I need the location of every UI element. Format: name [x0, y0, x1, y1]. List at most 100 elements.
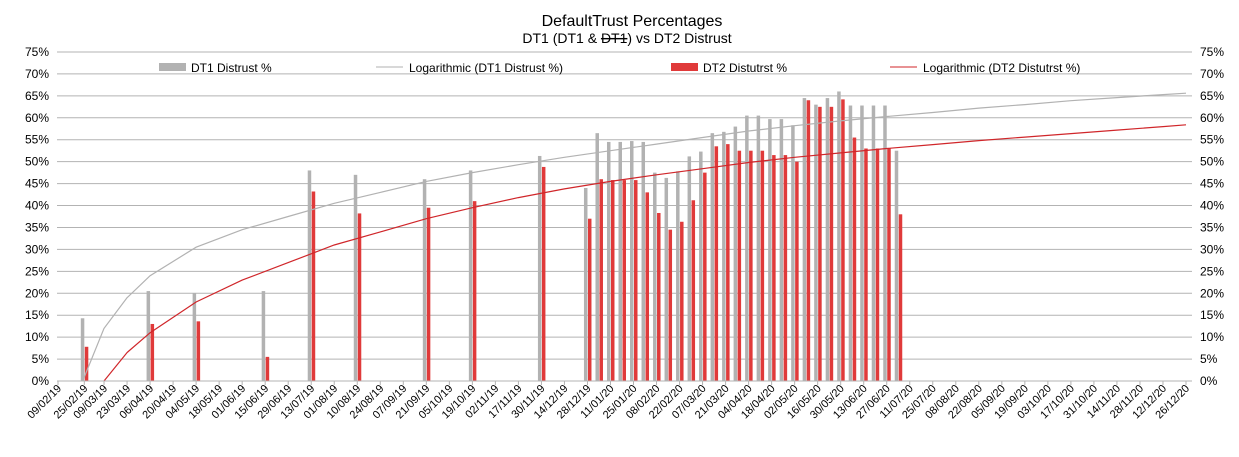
y-tick-label-left: 50% [25, 155, 49, 169]
y-tick-label-right: 30% [1200, 242, 1224, 256]
bar-dt1 [722, 131, 726, 381]
bar-dt1 [261, 291, 266, 381]
bar-dt1 [687, 156, 692, 381]
bar-dt2 [622, 180, 626, 381]
y-tick-label-left: 35% [25, 220, 49, 234]
bar-dt1 [768, 119, 772, 381]
bar-dt2 [680, 221, 684, 381]
bar-dt2 [472, 201, 477, 381]
bar-dt2 [541, 166, 546, 381]
y-axis-left: 0% 5% 10% 15% 20% 25% 30% 35% 40% 45% 50% 55% 60% 65%… [25, 45, 49, 388]
y-tick-label-right: 70% [1200, 67, 1224, 81]
bar-dt2 [426, 207, 431, 381]
y-tick-label-left: 20% [25, 286, 49, 300]
bar-dt2 [887, 148, 891, 381]
bar-dt2 [818, 106, 822, 381]
bar-dt2 [772, 155, 776, 381]
y-tick-label-left: 75% [25, 45, 49, 59]
bar-dt1 [468, 170, 473, 381]
bar-dt2 [610, 180, 615, 381]
bar-dt1 [779, 119, 784, 381]
bar-dt2 [668, 229, 673, 381]
y-tick-label-left: 0% [32, 374, 50, 388]
y-tick-label-right: 75% [1200, 45, 1224, 59]
y-tick-label-left: 10% [25, 330, 49, 344]
bar-dt1 [837, 91, 841, 381]
bar-dt2 [760, 150, 765, 381]
bar-dt1 [422, 179, 427, 381]
legend-label-trend2: Logarithmic (DT2 Distutrst %) [923, 61, 1080, 75]
y-tick-label-right: 15% [1200, 308, 1224, 322]
y-tick-label-right: 5% [1200, 352, 1218, 366]
bar-dt2 [898, 214, 903, 381]
bar-dt2 [587, 218, 592, 381]
bar-dt1 [756, 115, 761, 382]
y-tick-label-left: 25% [25, 264, 49, 278]
y-tick-label-right: 10% [1200, 330, 1224, 344]
trendlines [82, 92, 1187, 382]
bar-dt2 [84, 346, 89, 381]
bar-dt1 [733, 126, 738, 381]
bar-dt2 [829, 106, 834, 381]
chart-subtitle: DT1 (DT1 & DT1) vs DT2 Distrust [522, 30, 731, 46]
bar-dt1 [353, 174, 358, 381]
y-tick-label-right: 60% [1200, 111, 1224, 125]
bar-dt1 [192, 293, 197, 381]
y-tick-label-right: 45% [1200, 177, 1224, 191]
trendline-dt1 [82, 92, 1187, 382]
bar-dt1 [676, 171, 680, 381]
bar-dt2 [795, 161, 799, 381]
bar-dt1 [699, 151, 703, 381]
bar-dt1 [664, 177, 669, 381]
bar-dt1 [618, 141, 622, 381]
x-axis: 09/02/1925/02/1909/03/1923/03/1906/04/19… [25, 380, 1192, 421]
bar-dt2 [806, 100, 811, 382]
bar-dt1 [630, 141, 634, 381]
bar-dt1 [745, 115, 749, 382]
bar-dt2 [864, 148, 868, 381]
bar-dt2 [852, 137, 857, 381]
bar-dt2 [150, 323, 155, 381]
bar-dt2 [875, 148, 880, 381]
legend-label-dt1: DT1 Distrust % [191, 61, 272, 75]
y-tick-label-right: 35% [1200, 220, 1224, 234]
bar-dt1 [710, 133, 715, 381]
y-tick-label-right: 55% [1200, 133, 1224, 147]
bar-dt2 [357, 213, 362, 381]
legend-label-dt2: DT2 Distutrst % [703, 61, 787, 75]
y-tick-label-right: 40% [1200, 199, 1224, 213]
bar-dt2 [714, 146, 719, 381]
bar-dt1 [894, 150, 899, 381]
y-tick-label-right: 65% [1200, 89, 1224, 103]
bar-dt1 [791, 125, 795, 382]
bar-dt2 [703, 172, 707, 381]
bar-dt2 [196, 321, 201, 381]
y-tick-label-right: 25% [1200, 264, 1224, 278]
bar-dt2 [841, 99, 845, 381]
bar-dt1 [653, 172, 657, 381]
bar-dt1 [871, 105, 876, 381]
bar-dt2 [265, 356, 270, 381]
legend-label-trend1: Logarithmic (DT1 Distrust %) [409, 61, 563, 75]
y-tick-label-left: 55% [25, 133, 49, 147]
subtitle-part-3: ) vs DT2 Distrust [627, 30, 731, 46]
chart-title: DefaultTrust Percentages [542, 13, 723, 30]
bar-dt2 [749, 150, 753, 381]
subtitle-part-struck: DT1 [601, 30, 628, 46]
bar-dt2 [599, 179, 603, 381]
bar-dt1 [802, 98, 807, 381]
y-tick-label-left: 15% [25, 308, 49, 322]
bar-dt2 [311, 191, 316, 381]
trendline-dt2 [103, 124, 1187, 382]
bar-dt2 [783, 155, 788, 381]
bar-dt2 [645, 192, 650, 381]
bar-dt1 [825, 98, 830, 381]
y-tick-label-right: 0% [1200, 374, 1218, 388]
y-tick-label-right: 20% [1200, 286, 1224, 300]
bar-dt1 [583, 187, 588, 381]
bar-dt2 [634, 180, 638, 381]
bar-dt2 [691, 200, 696, 381]
bar-dt1 [814, 104, 818, 381]
bar-dt1 [848, 105, 853, 381]
y-tick-label-left: 40% [25, 199, 49, 213]
